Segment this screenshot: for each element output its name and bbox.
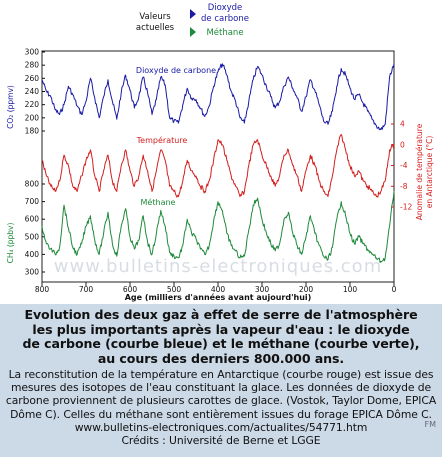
co2-tick-label: 200 bbox=[25, 113, 40, 122]
x-tick-label: 300 bbox=[255, 285, 270, 294]
x-tick-label: 200 bbox=[299, 285, 314, 294]
ch4-tick-label: 800 bbox=[25, 180, 40, 189]
co2-tick-label: 300 bbox=[25, 48, 40, 57]
caption-credits: Crédits : Université de Berne et LGGE bbox=[121, 434, 321, 448]
chart-area: www.bulletins-electroniques.com Valeurs … bbox=[0, 0, 442, 304]
legend-co2-line1: Dioxyde bbox=[208, 3, 243, 13]
caption-url: www.bulletins-electroniques.com/actualit… bbox=[74, 420, 368, 434]
temperature-tick-label: 0 bbox=[400, 140, 405, 149]
plot-frame bbox=[41, 50, 395, 283]
x-tick-label: 0 bbox=[392, 285, 397, 294]
temperature-tick-label: -12 bbox=[400, 203, 412, 212]
caption-title-line: de carbone (courbe bleue) et le méthane … bbox=[22, 336, 420, 351]
temperature-tick-label: -8 bbox=[400, 182, 408, 191]
legend-ch4-arrow-icon bbox=[190, 27, 196, 37]
caption-body: La reconstitution de la température en A… bbox=[0, 368, 442, 447]
caption-body-line: La reconstitution de la température en A… bbox=[8, 368, 434, 381]
co2-tick-label: 220 bbox=[25, 100, 40, 109]
climate-chart: www.bulletins-electroniques.com Valeurs … bbox=[6, 3, 434, 302]
x-tick-label: 700 bbox=[79, 285, 94, 294]
x-tick-label: 600 bbox=[123, 285, 138, 294]
temp-axis-label-line1: Anomalie de température bbox=[415, 123, 424, 220]
legend-current-values-line2: actuelles bbox=[136, 23, 175, 33]
co2-series-line bbox=[41, 63, 395, 131]
ch4-tick-label: 300 bbox=[25, 268, 40, 277]
co2-tick-label: 280 bbox=[25, 61, 40, 70]
legend-co2-line2: de carbone bbox=[201, 14, 249, 24]
fm-mark: FM bbox=[424, 420, 436, 429]
x-tick-label: 100 bbox=[343, 285, 358, 294]
co2-tick-label: 180 bbox=[25, 127, 40, 136]
ch4-tick-label: 600 bbox=[25, 215, 40, 224]
series-layer bbox=[41, 63, 395, 263]
temperature-tick-label: -4 bbox=[400, 161, 408, 170]
caption-body-line: carbone proviennent de plusieurs carotte… bbox=[5, 394, 437, 408]
ticks-layer: 800 700 600 500 400 300 200 100 0 300 280 260 240 220… bbox=[25, 48, 413, 295]
caption-title: Evolution des deux gaz à effet de serre … bbox=[0, 307, 442, 366]
caption-title-line: Evolution des deux gaz à effet de serre … bbox=[24, 307, 418, 322]
x-tick-label: 500 bbox=[167, 285, 182, 294]
x-tick-label: 800 bbox=[35, 285, 50, 294]
caption-body-line: mesures des isotopes de l'eau constituan… bbox=[10, 381, 432, 395]
ch4-series-label: Méthane bbox=[141, 197, 176, 207]
temperature-tick-label: 4 bbox=[400, 120, 405, 129]
ch4-axis-label: CH₄ (ppbv) bbox=[6, 223, 15, 264]
caption-title-line: les plus importants après la vapeur d'ea… bbox=[32, 321, 410, 337]
co2-axis-label: CO₂ (ppmv) bbox=[6, 85, 15, 129]
co2-tick-label: 240 bbox=[25, 87, 40, 96]
caption: Evolution des deux gaz à effet de serre … bbox=[0, 304, 442, 457]
legend-ch4: Méthane bbox=[206, 27, 243, 38]
ch4-series-line bbox=[41, 190, 395, 263]
temperature-series-line bbox=[41, 133, 395, 198]
legend-current-values-line1: Valeurs bbox=[139, 12, 171, 22]
x-tick-label: 400 bbox=[211, 285, 226, 294]
watermark-text: www.bulletins-electroniques.com bbox=[54, 256, 382, 277]
co2-tick-label: 260 bbox=[25, 74, 40, 83]
ch4-tick-label: 500 bbox=[25, 232, 40, 241]
co2-series-label: Dioxyde de carbone bbox=[136, 66, 216, 75]
ch4-tick-label: 400 bbox=[25, 250, 40, 259]
ch4-tick-label: 700 bbox=[25, 197, 40, 206]
caption-title-line: au cours des derniers 800.000 ans. bbox=[97, 350, 345, 366]
x-axis-label: Age (milliers d'années avant aujourd'hui… bbox=[125, 292, 312, 302]
temp-axis-label-line2: en Antarctique (°C) bbox=[425, 136, 434, 209]
caption-body-line: Dôme C). Celles du méthane sont entièrem… bbox=[10, 407, 432, 421]
temp-series-label: Température bbox=[136, 135, 188, 145]
legend-co2-arrow-icon bbox=[190, 9, 196, 19]
